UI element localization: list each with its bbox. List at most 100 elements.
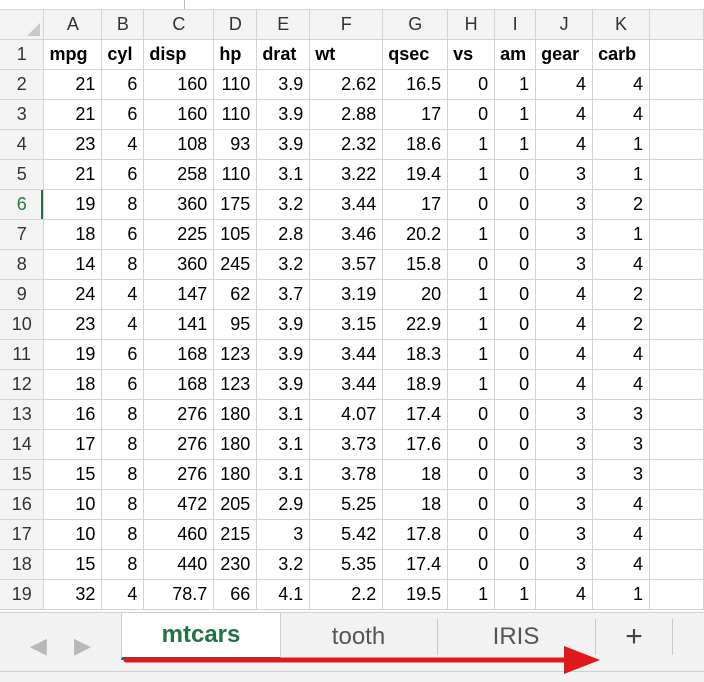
data-cell[interactable]: 0 bbox=[494, 549, 537, 580]
empty-cell[interactable] bbox=[649, 399, 704, 430]
data-cell[interactable]: 205 bbox=[213, 489, 258, 520]
empty-cell[interactable] bbox=[649, 249, 704, 280]
empty-cell[interactable] bbox=[649, 489, 704, 520]
tab-tooth[interactable]: tooth bbox=[331, 622, 386, 650]
data-cell[interactable]: 4 bbox=[535, 279, 594, 310]
data-cell[interactable]: 1 bbox=[494, 129, 537, 160]
data-cell[interactable]: 110 bbox=[213, 99, 258, 130]
data-cell[interactable]: 360 bbox=[143, 249, 215, 280]
data-cell[interactable]: 23 bbox=[43, 309, 103, 340]
column-header[interactable]: K bbox=[592, 10, 651, 40]
data-cell[interactable]: 15 bbox=[43, 459, 103, 490]
row-header[interactable]: 18 bbox=[0, 549, 45, 580]
data-cell[interactable]: 18.9 bbox=[382, 369, 449, 400]
data-cell[interactable]: 3 bbox=[535, 159, 594, 190]
previous-sheet-icon[interactable]: ◀ bbox=[30, 633, 47, 658]
data-cell[interactable]: 1 bbox=[447, 159, 496, 190]
data-cell[interactable]: 0 bbox=[494, 309, 537, 340]
data-cell[interactable]: 4 bbox=[592, 249, 651, 280]
data-cell[interactable]: 4 bbox=[535, 579, 594, 610]
data-cell[interactable]: 2.62 bbox=[309, 69, 384, 100]
empty-cell[interactable] bbox=[649, 279, 704, 310]
column-header[interactable]: D bbox=[213, 10, 258, 40]
data-cell[interactable]: 123 bbox=[213, 369, 258, 400]
data-cell[interactable]: 0 bbox=[494, 339, 537, 370]
data-cell[interactable]: 3 bbox=[535, 189, 594, 220]
header-cell[interactable]: cyl bbox=[101, 39, 145, 70]
data-cell[interactable]: 17 bbox=[43, 429, 103, 460]
data-cell[interactable]: 3 bbox=[535, 459, 594, 490]
data-cell[interactable]: 8 bbox=[101, 249, 145, 280]
data-cell[interactable]: 15.8 bbox=[382, 249, 449, 280]
data-cell[interactable]: 110 bbox=[213, 69, 258, 100]
column-header[interactable]: C bbox=[143, 10, 215, 40]
data-cell[interactable]: 4 bbox=[592, 549, 651, 580]
data-cell[interactable]: 0 bbox=[494, 279, 537, 310]
data-cell[interactable]: 3 bbox=[535, 249, 594, 280]
data-cell[interactable]: 3.19 bbox=[309, 279, 384, 310]
select-all-corner[interactable] bbox=[0, 10, 45, 40]
data-cell[interactable]: 20 bbox=[382, 279, 449, 310]
data-cell[interactable]: 0 bbox=[447, 99, 496, 130]
row-header[interactable]: 3 bbox=[0, 99, 45, 130]
data-cell[interactable]: 17.8 bbox=[382, 519, 449, 550]
add-sheet-button[interactable]: + bbox=[625, 619, 643, 653]
data-cell[interactable]: 245 bbox=[213, 249, 258, 280]
row-header[interactable]: 19 bbox=[0, 579, 45, 610]
empty-cell[interactable] bbox=[649, 219, 704, 250]
data-cell[interactable]: 4 bbox=[101, 309, 145, 340]
data-cell[interactable]: 3 bbox=[535, 219, 594, 250]
data-cell[interactable]: 1 bbox=[447, 339, 496, 370]
data-cell[interactable]: 6 bbox=[101, 99, 145, 130]
data-cell[interactable]: 95 bbox=[213, 309, 258, 340]
data-cell[interactable]: 147 bbox=[143, 279, 215, 310]
data-cell[interactable]: 276 bbox=[143, 429, 215, 460]
row-header[interactable]: 7 bbox=[0, 219, 45, 250]
data-cell[interactable]: 3.15 bbox=[309, 309, 384, 340]
data-cell[interactable]: 1 bbox=[447, 219, 496, 250]
data-cell[interactable]: 168 bbox=[143, 339, 215, 370]
row-header[interactable]: 10 bbox=[0, 309, 45, 340]
header-cell[interactable]: drat bbox=[256, 39, 311, 70]
data-cell[interactable]: 17.6 bbox=[382, 429, 449, 460]
data-cell[interactable]: 3 bbox=[256, 519, 311, 550]
row-header[interactable]: 9 bbox=[0, 279, 45, 310]
column-header-empty[interactable] bbox=[649, 10, 704, 40]
data-cell[interactable]: 4 bbox=[592, 489, 651, 520]
empty-cell[interactable] bbox=[649, 519, 704, 550]
data-cell[interactable]: 230 bbox=[213, 549, 258, 580]
data-cell[interactable]: 8 bbox=[101, 489, 145, 520]
data-cell[interactable]: 2 bbox=[592, 189, 651, 220]
data-cell[interactable]: 3.9 bbox=[256, 309, 311, 340]
row-header[interactable]: 12 bbox=[0, 369, 45, 400]
data-cell[interactable]: 180 bbox=[213, 399, 258, 430]
data-cell[interactable]: 0 bbox=[494, 189, 537, 220]
data-cell[interactable]: 4 bbox=[592, 99, 651, 130]
data-cell[interactable]: 3.57 bbox=[309, 249, 384, 280]
data-cell[interactable]: 0 bbox=[447, 399, 496, 430]
data-cell[interactable]: 0 bbox=[494, 249, 537, 280]
data-cell[interactable]: 24 bbox=[43, 279, 103, 310]
row-header[interactable]: 13 bbox=[0, 399, 45, 430]
row-header[interactable]: 15 bbox=[0, 459, 45, 490]
empty-cell[interactable] bbox=[649, 579, 704, 610]
data-cell[interactable]: 0 bbox=[494, 459, 537, 490]
empty-cell[interactable] bbox=[649, 99, 704, 130]
data-cell[interactable]: 10 bbox=[43, 489, 103, 520]
data-cell[interactable]: 3 bbox=[535, 519, 594, 550]
column-header[interactable]: E bbox=[256, 10, 311, 40]
data-cell[interactable]: 4 bbox=[101, 579, 145, 610]
data-cell[interactable]: 3.22 bbox=[309, 159, 384, 190]
row-header[interactable]: 17 bbox=[0, 519, 45, 550]
data-cell[interactable]: 14 bbox=[43, 249, 103, 280]
column-header[interactable]: H bbox=[447, 10, 496, 40]
data-cell[interactable]: 1 bbox=[447, 579, 496, 610]
data-cell[interactable]: 3 bbox=[535, 399, 594, 430]
data-cell[interactable]: 4 bbox=[535, 339, 594, 370]
data-cell[interactable]: 2.88 bbox=[309, 99, 384, 130]
data-cell[interactable]: 1 bbox=[592, 159, 651, 190]
data-cell[interactable]: 160 bbox=[143, 69, 215, 100]
data-cell[interactable]: 0 bbox=[447, 549, 496, 580]
data-cell[interactable]: 8 bbox=[101, 189, 145, 220]
